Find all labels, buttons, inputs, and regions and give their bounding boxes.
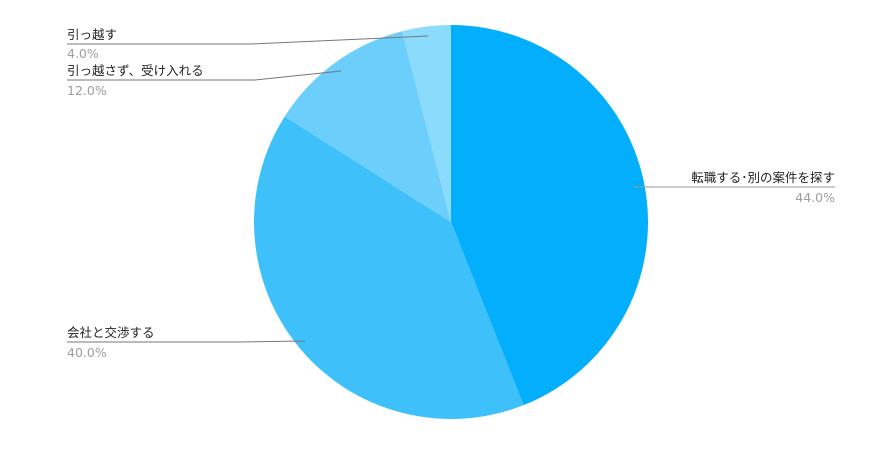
slice-label-3: 引っ越す xyxy=(67,27,117,42)
pie-slice-0 xyxy=(451,25,648,406)
leader-line-1 xyxy=(67,340,306,343)
slice-pct-3: 4.0% xyxy=(67,46,99,61)
pie-slice-2 xyxy=(284,31,451,222)
leader-line-2 xyxy=(67,70,342,81)
slice-label-2: 引っ越さず、受け入れる xyxy=(67,63,204,78)
slice-label-1: 会社と交渉する xyxy=(67,325,155,340)
leader-line-3 xyxy=(67,35,429,45)
pie-slice-3 xyxy=(402,25,451,222)
slice-pct-0: 44.0% xyxy=(795,190,835,205)
pie-slice-1 xyxy=(253,116,524,419)
slice-label-0: 転職する･別の案件を探す xyxy=(691,170,835,185)
slice-pct-2: 12.0% xyxy=(67,83,107,98)
slice-pct-1: 40.0% xyxy=(67,345,107,360)
